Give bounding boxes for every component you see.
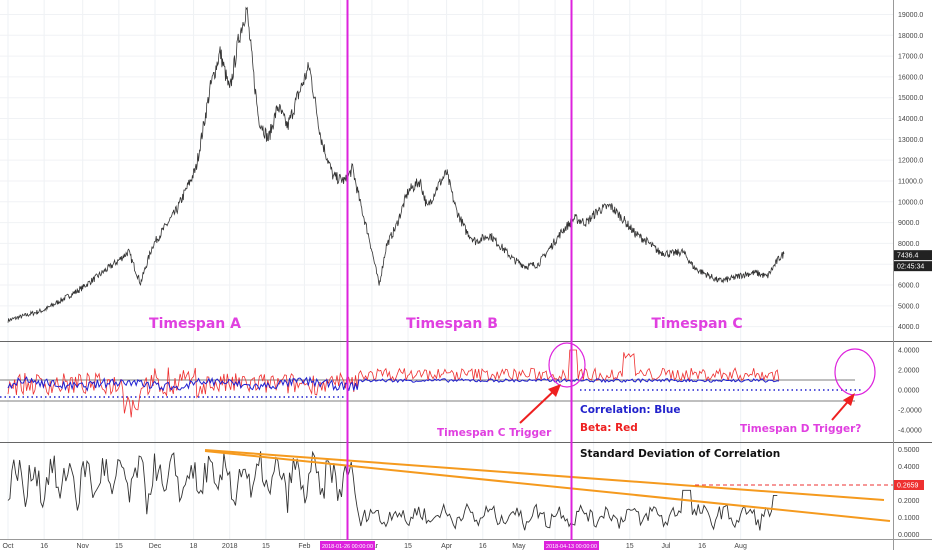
time-tick-label: Jul xyxy=(661,543,670,550)
timespan-c-label: Timespan C xyxy=(651,316,742,332)
correlation-legend: Correlation: Blue xyxy=(580,404,680,416)
beta-line xyxy=(7,349,780,418)
time-tick-label: 15 xyxy=(262,543,270,550)
price-tick-label: 9000.0 xyxy=(898,220,920,227)
time-tick-label: May xyxy=(512,543,526,550)
time-tick-label: 16 xyxy=(40,543,48,550)
corr-tick-label: 2.0000 xyxy=(898,368,920,375)
countdown-badge: 02:45:34 xyxy=(897,264,924,271)
time-tick-label: Aug xyxy=(734,543,747,550)
correlation-axis: 4.0000 2.0000 0.0000 -2.0000 -4.0000 xyxy=(898,348,922,435)
corr-tick-label: -2.0000 xyxy=(898,408,922,415)
beta-legend: Beta: Red xyxy=(580,422,638,434)
marker-date-tag-1-bg xyxy=(320,541,375,550)
timespan-a-label: Timespan A xyxy=(149,316,241,332)
stdev-value-badge-bg xyxy=(894,480,924,490)
price-tick-label: 12000.0 xyxy=(898,158,923,165)
timespan-markers xyxy=(346,0,573,540)
time-tick-label: Feb xyxy=(298,543,310,550)
timespan-b-label: Timespan B xyxy=(406,316,498,332)
marker-date-tag-2: 2018-04-13 00:00:00 xyxy=(546,544,597,550)
time-tick-label: Nov xyxy=(76,543,89,550)
last-price-badge-bg xyxy=(894,250,932,261)
grid-lines xyxy=(0,0,893,539)
stdev-axis: 0.50000.40000.30000.20000.10000.00000.26… xyxy=(894,447,924,539)
countdown-badge-bg xyxy=(894,261,932,272)
time-tick-label: Dec xyxy=(149,543,162,550)
time-tick-label: 18 xyxy=(190,543,198,550)
price-tick-label: 10000.0 xyxy=(898,199,923,206)
price-tick-label: 17000.0 xyxy=(898,54,923,61)
trend-line-2 xyxy=(204,450,891,522)
marker-date-tag-2-bg xyxy=(544,541,599,550)
trigger-d-text: Timespan D Trigger? xyxy=(740,423,861,435)
stdev-tick-label: 0.4000 xyxy=(898,464,920,471)
price-tick-label: 16000.0 xyxy=(898,74,923,81)
stdev-line xyxy=(7,450,778,531)
time-tick-label: 15 xyxy=(404,543,412,550)
marker-date-tags: 2018-01-26 00:00:00 2018-04-13 00:00:00 xyxy=(320,541,599,550)
price-tick-label: 14000.0 xyxy=(898,116,923,123)
price-panel xyxy=(7,6,785,323)
stdev-title: Standard Deviation of Correlation xyxy=(580,448,780,460)
trigger-d-circle xyxy=(834,348,876,396)
price-tick-label: 15000.0 xyxy=(898,95,923,102)
time-tick-label: 15 xyxy=(626,543,634,550)
stdev-panel xyxy=(7,449,893,531)
time-tick-label: Apr xyxy=(441,543,453,550)
stdev-tick-label: 0.2000 xyxy=(898,498,920,505)
price-line xyxy=(7,6,785,323)
stdev-tick-label: 0.1000 xyxy=(898,515,920,522)
time-tick-label: 2018 xyxy=(222,543,238,550)
stdev-tick-label: 0.5000 xyxy=(898,447,920,454)
last-price-badge: 7436.4 xyxy=(897,253,919,260)
time-tick-label: 15 xyxy=(115,543,123,550)
time-tick-label: 16 xyxy=(698,543,706,550)
corr-tick-label: 0.0000 xyxy=(898,388,920,395)
time-tick-label: 16 xyxy=(479,543,487,550)
corr-tick-label: -4.0000 xyxy=(898,428,922,435)
stdev-tick-label: 0.0000 xyxy=(898,532,920,539)
marker-date-tag-1: 2018-01-26 00:00:00 xyxy=(322,544,373,550)
price-tick-label: 11000.0 xyxy=(898,178,923,185)
trigger-d-arrowhead xyxy=(843,393,855,406)
price-tick-label: 18000.0 xyxy=(898,33,923,40)
trigger-c-arrow xyxy=(519,387,558,424)
price-tick-label: 6000.0 xyxy=(898,283,920,290)
time-tick-label: Oct xyxy=(3,543,14,550)
price-tick-label: 4000.0 xyxy=(898,324,920,331)
price-axis: 19000.0 18000.0 17000.0 16000.0 15000.0 14000… xyxy=(894,12,932,331)
trigger-c-text: Timespan C Trigger xyxy=(437,427,552,439)
trigger-c-arrowhead xyxy=(548,384,561,397)
correlation-panel xyxy=(0,349,862,418)
trend-line-1 xyxy=(204,449,885,501)
price-tick-label: 13000.0 xyxy=(898,137,923,144)
annotations: Timespan C Trigger Timespan D Trigger? C… xyxy=(437,342,876,460)
trigger-c-circle xyxy=(548,342,586,388)
stdev-value-badge: 0.2659 xyxy=(897,483,919,490)
price-tick-label: 8000.0 xyxy=(898,241,920,248)
corr-tick-label: 4.0000 xyxy=(898,348,920,355)
price-tick-label: 19000.0 xyxy=(898,12,923,19)
price-tick-label: 5000.0 xyxy=(898,303,920,310)
correlation-line xyxy=(7,375,780,392)
